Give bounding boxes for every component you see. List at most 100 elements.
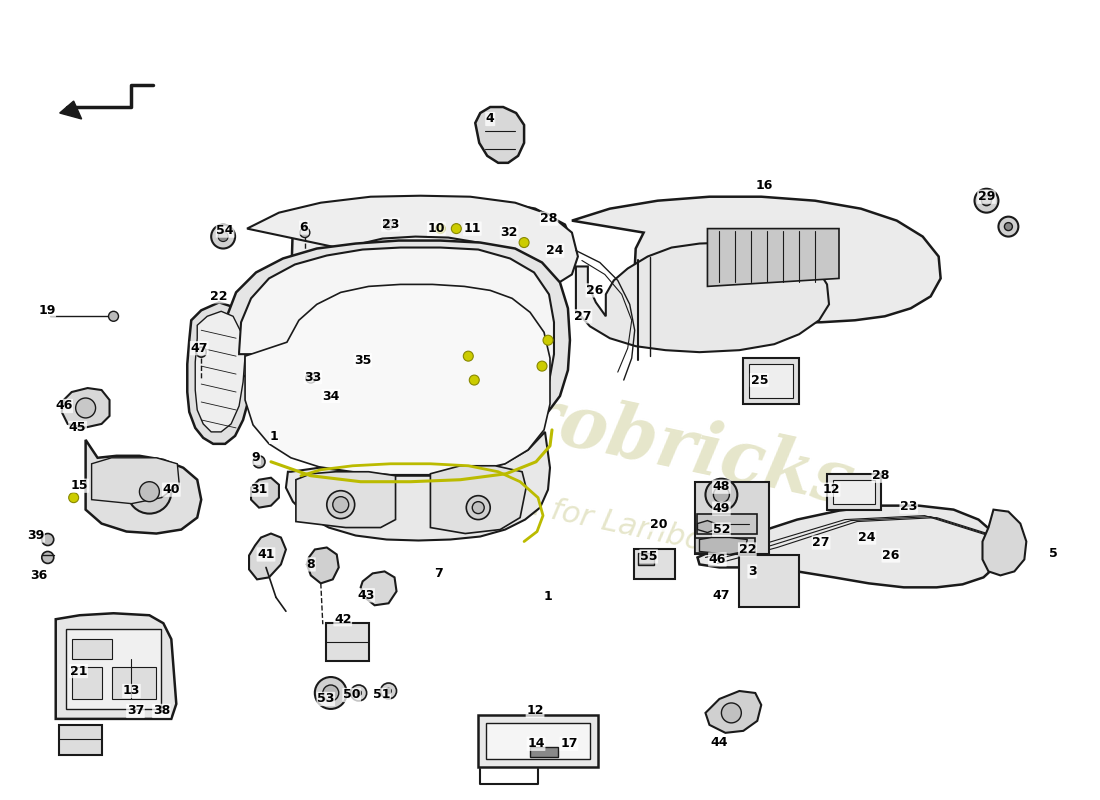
Text: 5: 5 xyxy=(1049,547,1057,560)
Text: 35: 35 xyxy=(354,354,372,366)
Polygon shape xyxy=(251,478,279,508)
Text: 13: 13 xyxy=(123,685,140,698)
Text: 53: 53 xyxy=(317,693,334,706)
Polygon shape xyxy=(111,667,156,699)
Polygon shape xyxy=(634,550,674,579)
Circle shape xyxy=(999,217,1019,237)
Text: 28: 28 xyxy=(540,212,558,225)
Circle shape xyxy=(386,688,392,694)
Text: 41: 41 xyxy=(257,548,275,561)
Polygon shape xyxy=(248,196,578,362)
Text: 1: 1 xyxy=(543,590,552,603)
Circle shape xyxy=(451,224,461,234)
Polygon shape xyxy=(638,554,653,566)
Polygon shape xyxy=(430,466,526,534)
Polygon shape xyxy=(249,534,286,579)
Polygon shape xyxy=(697,514,757,534)
Text: 47: 47 xyxy=(190,342,208,354)
Polygon shape xyxy=(572,197,940,322)
Polygon shape xyxy=(307,547,339,583)
Text: 31: 31 xyxy=(251,483,267,496)
Circle shape xyxy=(42,534,54,546)
Text: 16: 16 xyxy=(756,179,773,192)
Polygon shape xyxy=(223,241,570,448)
Polygon shape xyxy=(56,614,176,719)
Circle shape xyxy=(519,238,529,247)
Text: 34: 34 xyxy=(322,390,340,402)
Polygon shape xyxy=(697,506,1000,587)
Text: 3: 3 xyxy=(748,565,757,578)
Text: 49: 49 xyxy=(713,502,730,515)
Text: 8: 8 xyxy=(307,558,315,571)
Polygon shape xyxy=(361,571,396,606)
Polygon shape xyxy=(286,432,550,541)
Text: 50: 50 xyxy=(343,689,361,702)
Text: 6: 6 xyxy=(299,221,308,234)
Text: 32: 32 xyxy=(500,226,518,239)
Polygon shape xyxy=(705,691,761,733)
Circle shape xyxy=(42,551,54,563)
Text: 42: 42 xyxy=(334,613,352,626)
Text: 10: 10 xyxy=(428,222,446,235)
Text: 33: 33 xyxy=(305,370,321,383)
Circle shape xyxy=(355,690,362,696)
Text: 23: 23 xyxy=(900,500,917,513)
Circle shape xyxy=(470,375,480,385)
Text: 1: 1 xyxy=(270,430,278,443)
Text: 24: 24 xyxy=(858,531,876,544)
Text: 46: 46 xyxy=(708,553,726,566)
Polygon shape xyxy=(326,623,368,661)
Polygon shape xyxy=(530,746,558,757)
Polygon shape xyxy=(697,521,715,533)
Text: 48: 48 xyxy=(713,480,730,493)
Polygon shape xyxy=(279,201,575,355)
Text: 40: 40 xyxy=(163,483,180,496)
Text: 11: 11 xyxy=(463,222,481,235)
Text: 26: 26 xyxy=(882,549,900,562)
Circle shape xyxy=(253,456,265,468)
Circle shape xyxy=(109,311,119,322)
Polygon shape xyxy=(695,538,756,554)
Circle shape xyxy=(384,220,394,230)
Polygon shape xyxy=(707,229,839,286)
Circle shape xyxy=(351,685,366,701)
Circle shape xyxy=(381,683,396,699)
Circle shape xyxy=(76,398,96,418)
Polygon shape xyxy=(739,555,799,607)
Circle shape xyxy=(218,231,228,242)
Circle shape xyxy=(975,189,999,213)
Polygon shape xyxy=(187,302,251,444)
Polygon shape xyxy=(744,358,799,404)
Circle shape xyxy=(211,225,235,249)
Circle shape xyxy=(333,497,349,513)
Text: 24: 24 xyxy=(547,244,563,257)
Circle shape xyxy=(300,228,310,238)
Text: 47: 47 xyxy=(713,589,730,602)
Text: 4: 4 xyxy=(486,113,495,126)
Polygon shape xyxy=(833,480,875,504)
Text: 27: 27 xyxy=(574,310,592,322)
Circle shape xyxy=(466,496,491,519)
Polygon shape xyxy=(827,474,881,510)
Text: 22: 22 xyxy=(210,290,228,303)
Text: 46: 46 xyxy=(55,399,73,413)
Polygon shape xyxy=(749,364,793,398)
Text: 14: 14 xyxy=(527,738,544,750)
Text: 29: 29 xyxy=(978,190,996,203)
Text: 37: 37 xyxy=(126,705,144,718)
Text: 39: 39 xyxy=(28,529,44,542)
Polygon shape xyxy=(72,667,101,699)
Text: 23: 23 xyxy=(382,218,399,231)
Text: 15: 15 xyxy=(70,479,88,492)
Circle shape xyxy=(68,493,78,502)
Circle shape xyxy=(543,335,553,345)
Circle shape xyxy=(705,478,737,510)
Text: 22: 22 xyxy=(738,543,756,556)
Text: 7: 7 xyxy=(434,567,443,580)
Text: 36: 36 xyxy=(30,569,47,582)
Polygon shape xyxy=(59,101,81,119)
Text: eurobricks: eurobricks xyxy=(419,360,860,520)
Text: 52: 52 xyxy=(713,523,730,536)
Text: 54: 54 xyxy=(217,224,234,237)
Circle shape xyxy=(463,351,473,361)
